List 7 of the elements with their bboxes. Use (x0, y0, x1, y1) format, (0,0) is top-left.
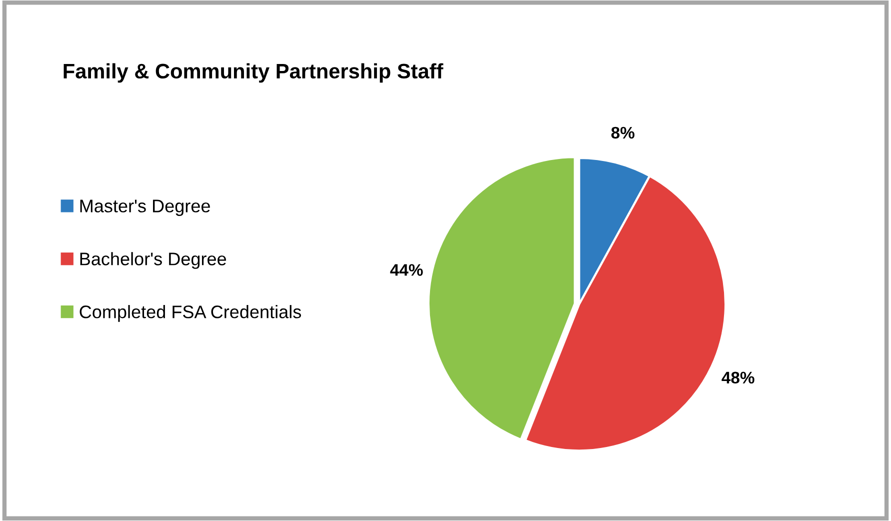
legend-label: Completed FSA Credentials (80, 305, 301, 322)
data-label: 44% (390, 264, 423, 276)
data-label: 8% (611, 126, 634, 139)
legend-label: Bachelor's Degree (80, 252, 226, 269)
data-label: 48% (722, 372, 754, 384)
legend-label: Master's Degree (80, 200, 210, 216)
chart-title: Family & Community Partnership Staff (64, 63, 444, 83)
